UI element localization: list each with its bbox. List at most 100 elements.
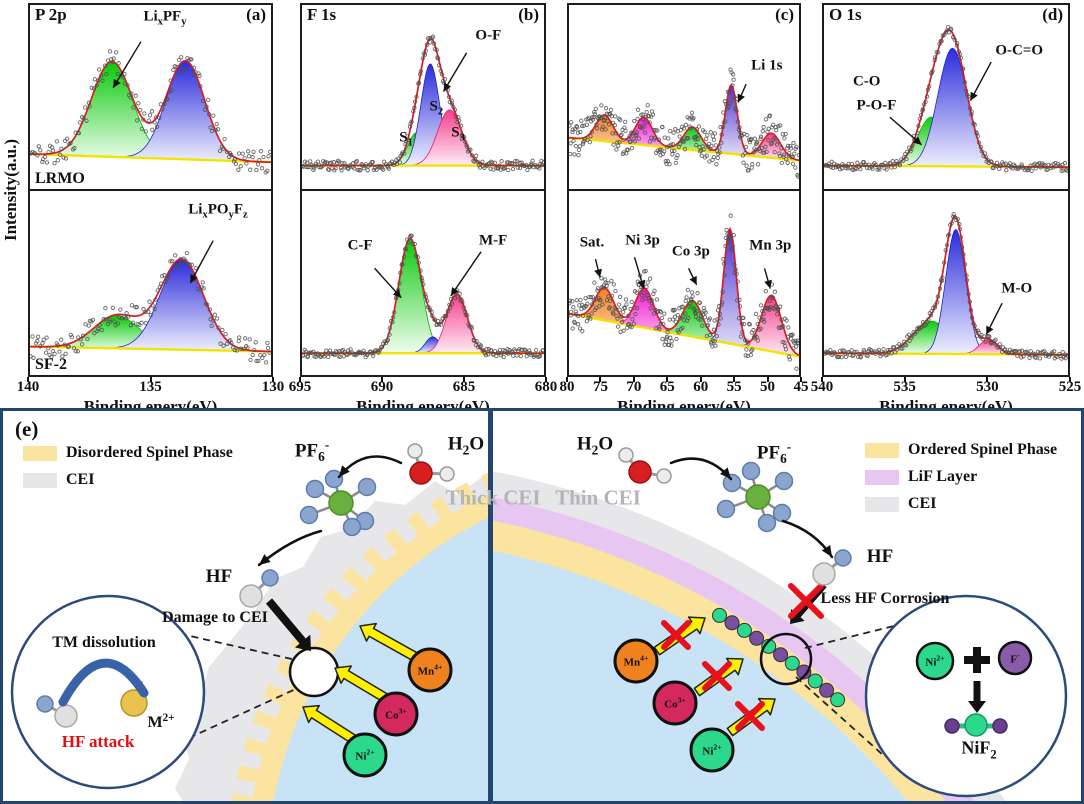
envelope-curve <box>569 83 799 162</box>
nif2-formation-inset <box>864 594 1068 798</box>
tm-migration-arrows-right <box>653 616 776 737</box>
annotation-label: Sat. <box>579 234 605 251</box>
cei-swatch <box>23 472 57 488</box>
panel-letter: (a) <box>246 5 266 24</box>
legend-left: Disordered Spinel Phase CEI <box>23 444 233 498</box>
tick-label: 530 <box>976 379 999 395</box>
tick-label: 45 <box>793 379 809 395</box>
pf6-label-right: PF6- <box>756 438 792 467</box>
cei-swatch <box>865 496 899 512</box>
tick-label: 60 <box>693 379 709 395</box>
y-axis-label: Intensity(a.u.) <box>1 138 20 242</box>
thick-cei-label: Thick CEI <box>445 485 541 510</box>
tick-label: 70 <box>626 379 642 395</box>
legend-label: LiF Layer <box>908 468 978 485</box>
tick-label: 65 <box>659 379 675 395</box>
legend-item-disordered-spinel: Disordered Spinel Phase <box>23 444 233 462</box>
spectrum-svg <box>30 41 271 175</box>
annotation-label: P-O-F <box>856 97 897 114</box>
core-level-label: O 1s <box>829 5 862 24</box>
sample-label: LRMO <box>35 170 85 187</box>
spectrum-svg <box>569 67 799 179</box>
spectrum-svg <box>569 213 799 371</box>
spectrum-svg <box>30 240 271 365</box>
plot-box: O-F S1 S2 S3 F 1s (b) C-F M-F <box>300 3 546 377</box>
molecules <box>36 443 1033 737</box>
legend-label: CEI <box>908 495 937 512</box>
ordered-spinel-swatch <box>865 442 899 458</box>
baseline <box>30 152 271 164</box>
core-level-label: F 1s <box>307 5 337 24</box>
panel-letter: (d) <box>1042 5 1063 24</box>
annotation-label: Ni 3p <box>625 232 660 249</box>
xps-panel-a: LixPFy P 2p (a) LRMO LixPOyFz SF-2 140 135 130 Bi… <box>17 3 284 416</box>
mn-ion-label-right: Mn4+ <box>623 653 649 669</box>
f-inset-label: F- <box>1010 650 1020 666</box>
co-ion-label-left: Co3+ <box>385 706 407 722</box>
tick-label: 135 <box>139 379 162 395</box>
annotation-label: O-F <box>475 27 502 44</box>
annotation-label: Co 3p <box>671 243 710 260</box>
subpanel: O-F S1 S2 S3 F 1s (b) <box>302 5 544 189</box>
sample-label: SF-2 <box>35 356 67 373</box>
hf-label-right: HF <box>866 546 894 567</box>
peak-fill <box>302 63 544 166</box>
tick-label: 525 <box>1058 379 1082 395</box>
tick-label: 55 <box>726 379 742 395</box>
subpanel: LixPOyFz SF-2 <box>30 189 271 375</box>
legend-label: CEI <box>66 471 95 488</box>
annotation-label: Mn 3p <box>749 237 792 254</box>
spectrum-svg <box>824 24 1068 174</box>
tick-label: 680 <box>534 379 558 395</box>
scatter-points <box>302 233 544 360</box>
legend-item-ordered-spinel: Ordered Spinel Phase <box>865 441 1057 459</box>
nif2-label: NiF2 <box>961 737 997 762</box>
scatter-points <box>824 211 1068 361</box>
chain-highlight-circle <box>759 632 813 686</box>
xps-spectra-row: Intensity(a.u.) LixPFy P 2p (a) LRMO LixPOyF… <box>1 3 1081 416</box>
hf-label-left: HF <box>205 566 233 587</box>
baseline <box>569 312 799 358</box>
right-particle <box>491 471 1006 801</box>
plot-box: O-C=O C-O P-O-F O 1s (d) M-O <box>822 3 1070 377</box>
m2-label: M2+ <box>147 711 175 732</box>
hf-attack-label: HF attack <box>61 732 135 751</box>
subpanel: Sat. Ni 3p Co 3p Mn 3p <box>569 189 799 375</box>
annotation-label: O-C=O <box>995 42 1044 59</box>
annotation-label: C-O <box>852 73 881 90</box>
xps-panel-d: O-C=O C-O P-O-F O 1s (d) M-O 540 535 530 525 Bindi… <box>811 3 1081 416</box>
tick-label: 75 <box>592 379 608 395</box>
tm-dissolution-inset <box>10 594 206 790</box>
mechanism-panel-e: (e) Disordered Spinel Phase CEI Ordered … <box>0 408 1084 804</box>
peak-fill <box>302 237 544 354</box>
x-axis-ticks: 80 75 70 65 60 55 50 45 <box>560 377 809 396</box>
tick-label: 130 <box>261 379 285 395</box>
tick-label: 685 <box>452 379 476 395</box>
x-axis-ticks: 140 135 130 <box>17 377 284 396</box>
legend-label: Disordered Spinel Phase <box>66 444 233 461</box>
damage-to-cei-label: Damage to CEI <box>162 609 268 626</box>
tick-label: 140 <box>16 379 40 395</box>
disordered-spinel-swatch <box>23 445 57 461</box>
less-hf-corrosion-label: Less HF Corrosion <box>820 590 950 607</box>
scatter-points <box>569 67 799 179</box>
tick-label: 690 <box>370 379 394 395</box>
h2o-label-left: H2O <box>447 433 485 458</box>
annotation-label: LixPFy <box>143 8 187 28</box>
legend-right: Ordered Spinel Phase LiF Layer CEI <box>865 441 1057 522</box>
panel-letter: (c) <box>775 5 794 24</box>
panel-letter-e: (e) <box>15 417 39 441</box>
pf6-label-left: PF6- <box>294 436 330 465</box>
annotation-label: Li 1s <box>751 57 783 74</box>
subpanel: O-C=O C-O P-O-F O 1s (d) <box>824 5 1068 189</box>
damage-site-circle <box>288 646 340 698</box>
spectrum-svg <box>302 34 544 173</box>
plot-box: LixPFy P 2p (a) LRMO LixPOyFz SF-2 <box>28 3 273 377</box>
tick-label: 535 <box>893 379 916 395</box>
xps-panel-b: O-F S1 S2 S3 F 1s (b) C-F M-F 695 690 685 680 Bindin… <box>289 3 557 416</box>
mn-ion-label-left: Mn4+ <box>417 662 443 678</box>
scatter-points <box>30 250 271 365</box>
annotation-label: M-F <box>479 232 508 249</box>
ni-ion-label-right: Ni2+ <box>702 742 722 758</box>
